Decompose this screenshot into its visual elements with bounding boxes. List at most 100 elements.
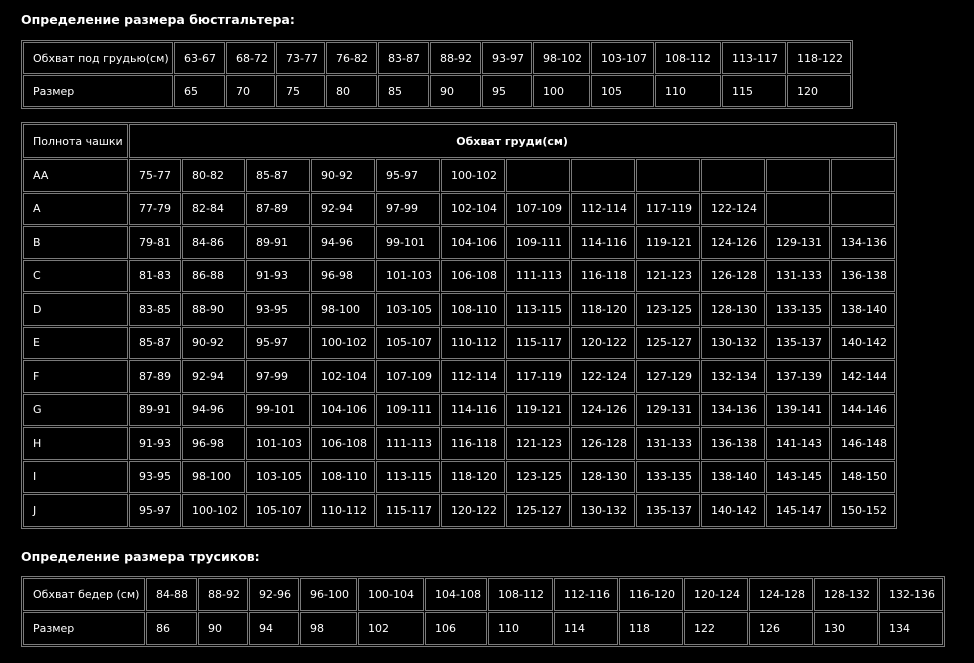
table-cell: 110-112	[441, 326, 505, 359]
table-cell: 123-125	[636, 293, 700, 326]
table-cell: 102-104	[311, 360, 375, 393]
table-cell: 133-135	[766, 293, 830, 326]
table-cell: 104-106	[311, 393, 375, 426]
table-row: Обхват бедер (см) 84-88 88-92 92-96 96-100 10…	[23, 578, 943, 611]
cup-table: Полнота чашки Обхват груди(см) AA 75-77 80-8…	[21, 122, 898, 529]
empty-cell	[766, 192, 830, 225]
row-label: D	[23, 293, 128, 326]
table-cell: 120-122	[441, 494, 505, 527]
table-cell: 104-106	[441, 226, 505, 259]
underbust-table: Обхват под грудью(см) 63-67 68-72 73-77 76-8…	[21, 40, 853, 109]
table-cell: 129-131	[636, 393, 700, 426]
table-cell: 73-77	[276, 42, 325, 74]
table-cell: 68-72	[226, 42, 275, 74]
table-row: E 85-87 90-92 95-97 100-102 105-107 110-112 115…	[23, 326, 896, 359]
table-cell: 116-118	[571, 259, 635, 292]
table-cell: 122-124	[571, 360, 635, 393]
table-row: G 89-91 94-96 99-101 104-106 109-111 114-116 11…	[23, 393, 896, 426]
table-cell: 102	[358, 612, 424, 645]
table-cell: 115-117	[506, 326, 570, 359]
table-cell: 128-130	[701, 293, 765, 326]
table-cell: 148-150	[831, 460, 896, 493]
table-cell: 107-109	[506, 192, 570, 225]
table-row: I 93-95 98-100 103-105 108-110 113-115 118-120…	[23, 460, 896, 493]
table-cell: 128-132	[814, 578, 878, 611]
table-cell: 84-88	[146, 578, 197, 611]
row-label: C	[23, 259, 128, 292]
table-cell: 75	[276, 75, 325, 107]
table-cell: 110	[655, 75, 721, 107]
table-cell: 117-119	[636, 192, 700, 225]
table-cell: 114-116	[441, 393, 505, 426]
table-cell: 95-97	[129, 494, 181, 527]
table-cell: 118	[619, 612, 683, 645]
row-label: Обхват бедер (см)	[23, 578, 145, 611]
empty-cell	[701, 159, 765, 192]
table-cell: 137-139	[766, 360, 830, 393]
table-cell: 126	[749, 612, 813, 645]
table-cell: 125-127	[636, 326, 700, 359]
table-cell: 119-121	[636, 226, 700, 259]
table-cell: 88-92	[198, 578, 248, 611]
table-row: Размер 86 90 94 98 102 106 110 114 118 122 126 130 13…	[23, 612, 943, 645]
table-cell: 134-136	[701, 393, 765, 426]
row-label: Обхват под грудью(см)	[23, 42, 173, 74]
table-cell: 108-110	[441, 293, 505, 326]
table-cell: 89-91	[129, 393, 181, 426]
table-cell: 133-135	[636, 460, 700, 493]
row-label: G	[23, 393, 128, 426]
table-cell: 98-100	[311, 293, 375, 326]
table-cell: 100	[533, 75, 590, 107]
table-cell: 97-99	[246, 360, 310, 393]
table-cell: 140-142	[831, 326, 896, 359]
empty-cell	[571, 159, 635, 192]
table-row: B 79-81 84-86 89-91 94-96 99-101 104-106 109-11…	[23, 226, 896, 259]
table-cell: 77-79	[129, 192, 181, 225]
panties-title: Определение размера трусиков:	[21, 549, 260, 564]
table-cell: 105-107	[246, 494, 310, 527]
table-cell: 75-77	[129, 159, 181, 192]
table-cell: 94-96	[311, 226, 375, 259]
table-cell: 88-90	[182, 293, 245, 326]
table-cell: 108-110	[311, 460, 375, 493]
table-cell: 122	[684, 612, 748, 645]
row-label: H	[23, 427, 128, 460]
empty-cell	[831, 159, 896, 192]
table-cell: 109-111	[376, 393, 440, 426]
header-cell: Полнота чашки	[23, 124, 128, 158]
table-cell: 109-111	[506, 226, 570, 259]
table-cell: 132-136	[879, 578, 943, 611]
table-cell: 91-93	[246, 259, 310, 292]
table-row: D 83-85 88-90 93-95 98-100 103-105 108-110 113-…	[23, 293, 896, 326]
table-cell: 138-140	[831, 293, 896, 326]
table-cell: 104-108	[425, 578, 487, 611]
header-cell: Обхват груди(см)	[129, 124, 896, 158]
table-cell: 85-87	[129, 326, 181, 359]
table-cell: 83-85	[129, 293, 181, 326]
table-cell: 85-87	[246, 159, 310, 192]
table-cell: 96-100	[300, 578, 357, 611]
table-cell: 141-143	[766, 427, 830, 460]
table-cell: 118-122	[787, 42, 851, 74]
table-cell: 90-92	[182, 326, 245, 359]
table-cell: 90	[198, 612, 248, 645]
table-cell: 112-116	[554, 578, 618, 611]
table-cell: 145-147	[766, 494, 830, 527]
table-cell: 150-152	[831, 494, 896, 527]
table-cell: 125-127	[506, 494, 570, 527]
table-cell: 144-146	[831, 393, 896, 426]
table-row: H 91-93 96-98 101-103 106-108 111-113 116-118 1…	[23, 427, 896, 460]
row-label: A	[23, 192, 128, 225]
table-cell: 106	[425, 612, 487, 645]
table-cell: 93-97	[482, 42, 532, 74]
table-cell: 113-115	[506, 293, 570, 326]
table-cell: 103-107	[591, 42, 654, 74]
table-cell: 123-125	[506, 460, 570, 493]
table-cell: 116-118	[441, 427, 505, 460]
row-label: E	[23, 326, 128, 359]
table-cell: 105	[591, 75, 654, 107]
table-cell: 103-105	[246, 460, 310, 493]
table-cell: 130	[814, 612, 878, 645]
table-cell: 83-87	[378, 42, 429, 74]
table-cell: 82-84	[182, 192, 245, 225]
